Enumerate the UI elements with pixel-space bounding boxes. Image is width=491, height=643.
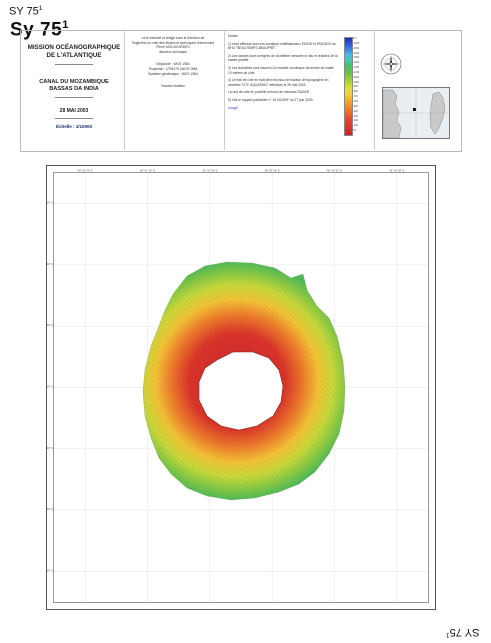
longitude-tick-label: 40° 02' 00" E (202, 169, 217, 173)
colorbar-tick-label: -1600 (353, 51, 360, 55)
colorbar-tick-label: 0m (353, 37, 357, 40)
colorbar-tick-label: -100 (353, 124, 358, 128)
colorbar-tick-label: -1100 (353, 75, 359, 79)
colorbar-tick-label: -1400 (353, 61, 360, 65)
colorbar-tick-label: -400 (353, 109, 358, 113)
credit-line: Pierre MOUSCARDÈS (156, 45, 190, 50)
sheet-title: Sy 751 (10, 19, 69, 41)
mission-title: MISSION OCÉANOGRAPHIQUE DE L'ATLANTIQUE (27, 44, 121, 59)
cartouche-divider (224, 30, 225, 150)
colorbar-tick-label: -500 (353, 104, 358, 108)
longitude-tick-label: 40° 05' 00" E (389, 169, 404, 173)
grid-lines (54, 173, 428, 602)
colorbar-tick-label: -1300 (353, 66, 360, 70)
note-item: 3) Les isobathes sont issues d'un modèle… (228, 65, 334, 75)
note-item: 4) Le trait de côte en trait plein est i… (228, 78, 329, 87)
colorbar-tick-label: -1000 (353, 80, 360, 84)
longitude-tick-label: 40° 01' 00" E (140, 169, 155, 173)
map-neatline (53, 172, 429, 603)
map-scale: Échelle : 1/10000 (55, 124, 93, 129)
title-cartouche (20, 30, 462, 152)
latitude-tick-label: 21° 25' 00" S (47, 323, 53, 327)
note-item: 1) Levé effectué avec les sondeurs multi… (228, 41, 336, 51)
latitude-tick-label: 21° 28' 00" S (47, 507, 53, 511)
note-item: 5) Voir le rapport particulier n° 44 MOA… (228, 97, 314, 102)
longitude-tick-label: 40° 03' 00" E (265, 169, 280, 173)
note-item: La nuit de côte en pointillé est issu de… (228, 90, 310, 95)
region-title: CANAL DU MOZAMBIQUE BASSAS DA INDIA (39, 79, 109, 92)
colorbar-tick-label: -700 (353, 95, 358, 99)
credit-line: Levé exécuté et rédigé sous la direction… (141, 36, 205, 40)
colorbar-tick-label: -1500 (353, 56, 360, 60)
rule (55, 118, 93, 119)
colorbar-tick-label: -2000 (353, 41, 360, 45)
colorbar-ticks: 0m -2000 -1800 -1600 -1500 -1400 -1300 -1200 -11… (353, 37, 371, 134)
colorbar-tick-label: -600 (353, 99, 358, 103)
lagoon (198, 351, 284, 431)
locator-map-icon (382, 87, 450, 139)
cartouche-divider (124, 30, 125, 150)
notes-block: Notes 1) Levé effectué avec les sondeurs… (228, 34, 338, 113)
latitude-tick-label: 21° 29' 00" S (47, 568, 53, 572)
geodesy-line: Ellipsoïde : WGS 1984 (156, 62, 190, 67)
rule (55, 97, 93, 98)
bathymetric-map[interactable]: 40° 00' 00" E 40° 01' 00" E 40° 02' 00" E 4… (46, 165, 436, 610)
notes-heading: Notes (228, 34, 238, 38)
longitude-tick-label: 40° 04' 00" E (327, 169, 342, 173)
map-canvas: 40° 00' 00" E 40° 01' 00" E 40° 02' 00" E 4… (47, 169, 428, 602)
latitude-tick-label: 21° 27' 00" S (47, 446, 53, 450)
credit-line: l'ingénieur en chef des études et techni… (131, 40, 215, 45)
geodesy-line: Système géodésique : WGS 1984 (148, 71, 198, 76)
rule (55, 64, 93, 65)
survey-date: 28 MAI 2003 (59, 108, 89, 114)
colorbar-tick-label: -200 (353, 119, 358, 123)
colorbar-tick-label: -800 (353, 90, 358, 94)
latitude-tick-label: 21° 26' 00" S (47, 385, 53, 389)
sheet-id-bottom: SY 751 (445, 626, 479, 639)
notes-link[interactable]: Usage (228, 105, 238, 110)
colorbar-tick-label: -300 (353, 114, 358, 118)
title-block: MISSION OCÉANOGRAPHIQUE DE L'ATLANTIQUE … (26, 44, 122, 129)
cartouche-divider (374, 30, 375, 150)
left-ticks: 21° 23' 00" S 21° 24' 00" S 21° 25' 00" S 2… (47, 201, 53, 573)
credits-footer: Sondes établies (161, 84, 185, 89)
colorbar-tick-label: -1200 (353, 70, 360, 74)
credits-block: Levé exécuté et rédigé sous la direction… (128, 36, 218, 89)
colorbar-tick-label: -900 (353, 85, 358, 89)
depth-colorbar (344, 37, 353, 136)
note-item: 2) Les sondes sont corrigées de la célér… (228, 53, 338, 63)
colorbar-tick-label: 0m (353, 129, 357, 133)
top-ticks: 40° 00' 00" E 40° 01' 00" E 40° 02' 00" E 4… (78, 169, 405, 173)
geodesy-line: Projection : UTM37S (WGS 1984 (148, 66, 198, 71)
latitude-tick-label: 21° 23' 00" S (47, 201, 53, 205)
sheet-id-top: SY 751 (9, 5, 43, 18)
colorbar-tick-label: -1800 (353, 46, 360, 50)
longitude-tick-label: 40° 00' 00" E (78, 169, 93, 173)
compass-rose-icon (380, 53, 402, 75)
credit-line: directeur technique (158, 49, 188, 54)
latitude-tick-label: 21° 24' 00" S (47, 262, 53, 266)
